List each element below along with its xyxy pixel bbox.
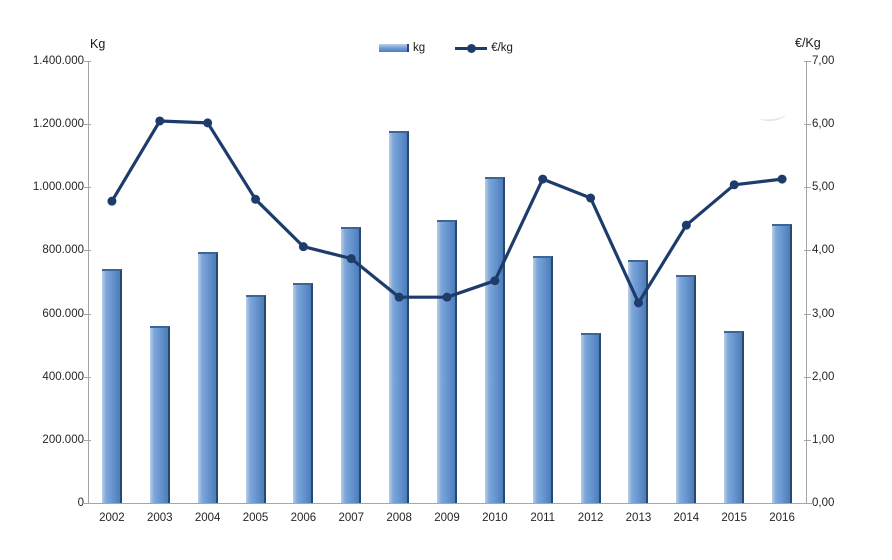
y-axis-label-left: 800.000 bbox=[42, 244, 84, 257]
right-axis-tick bbox=[804, 61, 811, 62]
left-axis-title: Kg bbox=[90, 37, 106, 51]
right-axis-tick bbox=[804, 124, 811, 126]
price-point-2003 bbox=[155, 116, 165, 126]
price-point-2009 bbox=[442, 292, 452, 302]
y-axis-label-right: 7,00 bbox=[812, 55, 835, 67]
x-axis-label-2010: 2010 bbox=[482, 512, 508, 524]
y-axis-label-right: 4,00 bbox=[812, 244, 835, 257]
bar-2013 bbox=[628, 259, 649, 503]
left-axis-tick bbox=[84, 61, 91, 62]
bar-2011 bbox=[532, 255, 553, 503]
price-point-2006 bbox=[298, 242, 308, 252]
x-axis-label-2007: 2007 bbox=[338, 512, 365, 524]
price-point-2016 bbox=[777, 174, 787, 184]
x-axis-label-2012: 2012 bbox=[577, 512, 604, 524]
y-axis-label-left: 1.200.000 bbox=[32, 118, 84, 131]
x-axis-label-2016: 2016 bbox=[769, 512, 795, 524]
x-axis-label-2009: 2009 bbox=[434, 512, 460, 524]
right-axis-title: €/Kg bbox=[795, 36, 821, 50]
bar-2004 bbox=[197, 252, 218, 503]
bar-2006 bbox=[293, 282, 314, 503]
x-axis-label-2005: 2005 bbox=[242, 512, 269, 524]
price-point-2015 bbox=[729, 180, 739, 190]
price-point-2004 bbox=[203, 118, 213, 128]
x-axis-label-2014: 2014 bbox=[673, 512, 700, 524]
price-point-2010 bbox=[490, 276, 500, 286]
legend: kg €/kg bbox=[0, 39, 892, 57]
left-axis-tick bbox=[84, 187, 91, 189]
right-axis-line bbox=[806, 61, 807, 503]
bar-2012 bbox=[580, 332, 601, 503]
legend-bar-swatch-icon bbox=[379, 44, 410, 52]
right-axis-tick bbox=[804, 250, 811, 252]
left-axis-tick bbox=[84, 503, 91, 504]
y-axis-label-right: 3,00 bbox=[812, 307, 835, 320]
x-axis-label-2003: 2003 bbox=[147, 512, 173, 524]
bar-2015 bbox=[724, 330, 745, 503]
legend-label-kg: kg bbox=[413, 42, 426, 54]
x-axis-label-2004: 2004 bbox=[194, 512, 221, 524]
bar-2008 bbox=[389, 131, 410, 503]
y-axis-label-right: 6,00 bbox=[812, 118, 835, 131]
price-point-2005 bbox=[251, 194, 261, 204]
y-axis-label-left: 600.000 bbox=[42, 307, 84, 320]
legend-item-kg: kg bbox=[379, 42, 425, 54]
price-line bbox=[110, 119, 783, 305]
price-point-2013 bbox=[633, 298, 643, 308]
bar-2014 bbox=[676, 275, 697, 503]
x-axis-label-2002: 2002 bbox=[99, 512, 125, 524]
left-axis-tick bbox=[84, 439, 91, 441]
left-axis-tick bbox=[84, 124, 91, 126]
legend-item-eur-per-kg: €/kg bbox=[455, 42, 513, 54]
y-axis-label-right: 2,00 bbox=[812, 370, 835, 383]
price-point-2011 bbox=[538, 174, 548, 184]
y-axis-label-left: 200.000 bbox=[42, 433, 84, 446]
x-axis-label-2015: 2015 bbox=[721, 512, 747, 524]
price-point-2008 bbox=[394, 292, 404, 302]
right-axis-tick bbox=[804, 187, 811, 189]
price-point-2014 bbox=[681, 220, 691, 230]
left-axis-tick bbox=[84, 250, 91, 252]
bar-2007 bbox=[341, 227, 362, 503]
x-axis-label-2011: 2011 bbox=[530, 512, 556, 524]
y-axis-label-right: 1,00 bbox=[812, 433, 835, 446]
y-axis-label-left: 1.000.000 bbox=[32, 181, 84, 194]
left-axis-line bbox=[88, 61, 89, 503]
bar-2003 bbox=[149, 326, 170, 503]
bar-2009 bbox=[437, 220, 457, 503]
legend-line-swatch-icon bbox=[455, 43, 488, 53]
y-axis-label-left: 0 bbox=[77, 497, 84, 509]
x-axis-label-2006: 2006 bbox=[290, 512, 317, 524]
bar-2005 bbox=[245, 294, 266, 503]
right-axis-tick bbox=[804, 376, 811, 378]
y-axis-label-right: 0,00 bbox=[812, 497, 835, 509]
bar-2010 bbox=[484, 177, 505, 503]
legend-label-eur-per-kg: €/kg bbox=[491, 42, 513, 54]
y-axis-label-left: 1.400.000 bbox=[32, 55, 84, 67]
price-point-2007 bbox=[346, 254, 356, 264]
left-axis-tick bbox=[84, 313, 91, 315]
x-axis-label-2013: 2013 bbox=[625, 512, 652, 524]
bar-2016 bbox=[772, 224, 793, 503]
x-axis-label-2008: 2008 bbox=[386, 512, 412, 524]
price-point-2012 bbox=[586, 193, 596, 203]
right-axis-tick bbox=[804, 313, 811, 315]
left-axis-tick bbox=[84, 376, 91, 378]
y-axis-label-left: 400.000 bbox=[42, 370, 84, 383]
right-axis-tick bbox=[804, 503, 811, 504]
bar-2002 bbox=[101, 269, 122, 503]
price-point-2002 bbox=[107, 196, 117, 206]
x-axis-line bbox=[88, 503, 812, 504]
y-axis-label-right: 5,00 bbox=[812, 181, 835, 194]
right-axis-tick bbox=[804, 439, 811, 441]
